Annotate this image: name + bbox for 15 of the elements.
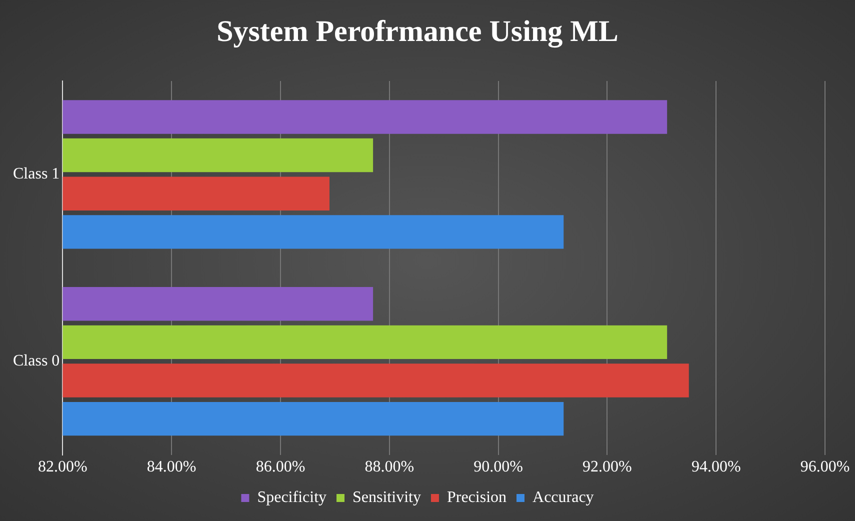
x-tick-label: 86.00%: [256, 458, 306, 476]
x-tick-label: 92.00%: [582, 458, 632, 476]
x-tick-label: 88.00%: [364, 458, 414, 476]
chart-title: System Perofrmance Using ML: [216, 14, 618, 48]
y-tick-label: Class 1: [13, 166, 60, 183]
x-tick-label: 96.00%: [800, 458, 850, 476]
x-tick-label: 84.00%: [146, 458, 196, 476]
legend-label: Sensitivity: [352, 489, 421, 506]
x-tick-label: 82.00%: [38, 458, 88, 476]
x-tick-label: 90.00%: [474, 458, 523, 476]
legend-label: Specificity: [257, 489, 327, 506]
legend-label: Accuracy: [532, 489, 594, 506]
legend-label: Precision: [446, 489, 507, 506]
y-tick-label: Class 0: [13, 352, 60, 370]
x-tick-label: 94.00%: [691, 458, 741, 476]
